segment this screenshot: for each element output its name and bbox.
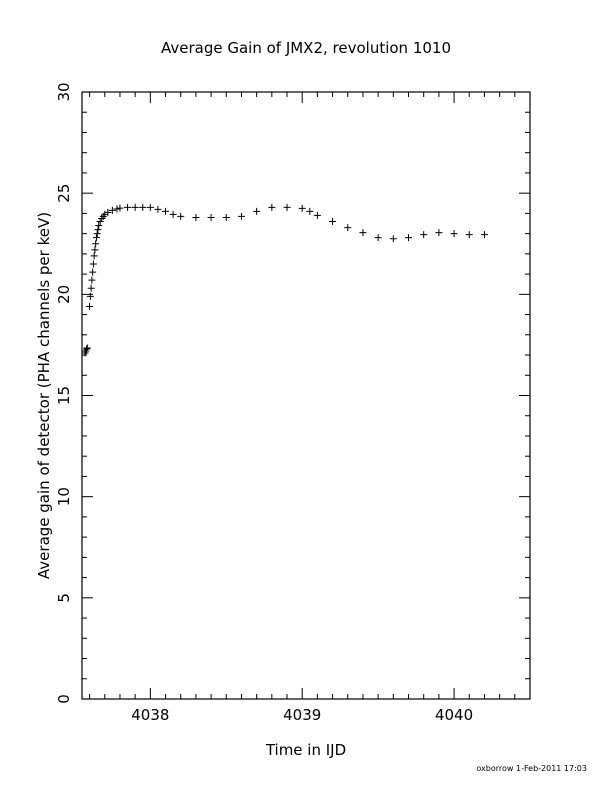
data-point — [92, 234, 100, 242]
data-point — [306, 207, 314, 215]
data-point — [113, 205, 121, 213]
y-tick-label: 0 — [55, 694, 73, 704]
data-point — [237, 212, 245, 220]
data-point — [131, 203, 139, 211]
data-point — [89, 260, 97, 268]
data-point — [420, 231, 428, 239]
x-tick-label: 4038 — [131, 706, 169, 724]
data-point — [108, 206, 116, 214]
data-point — [268, 203, 276, 211]
data-point — [480, 231, 488, 239]
x-tick-label: 4040 — [435, 706, 473, 724]
data-point — [465, 231, 473, 239]
data-point — [253, 207, 261, 215]
data-point — [95, 222, 103, 230]
y-tick-label: 5 — [55, 593, 73, 603]
footer-stamp: oxborrow 1-Feb-2011 17:03 — [476, 764, 587, 773]
data-point — [313, 211, 321, 219]
y-tick-label: 10 — [55, 487, 73, 506]
axis-ticks — [82, 91, 531, 700]
y-tick-label: 30 — [55, 82, 73, 101]
data-point — [169, 210, 177, 218]
data-point — [104, 208, 112, 216]
data-point — [116, 204, 124, 212]
data-point — [389, 235, 397, 243]
data-point — [405, 234, 413, 242]
y-tick-label: 15 — [55, 386, 73, 405]
data-point — [87, 284, 95, 292]
data-point — [359, 229, 367, 237]
data-point — [86, 302, 94, 310]
data-point — [88, 276, 96, 284]
data-point — [450, 230, 458, 238]
data-point — [124, 203, 132, 211]
data-point — [91, 246, 99, 254]
data-point — [192, 213, 200, 221]
x-axis-label: Time in IJD — [265, 741, 346, 759]
data-point — [329, 217, 337, 225]
data-point — [89, 268, 97, 276]
data-point — [222, 213, 230, 221]
x-tick-label: 4039 — [283, 706, 321, 724]
data-point — [374, 234, 382, 242]
data-point — [435, 229, 443, 237]
data-point — [86, 292, 94, 300]
data-points — [81, 203, 488, 357]
data-point — [283, 203, 291, 211]
data-point — [83, 345, 91, 353]
data-point — [344, 224, 352, 232]
data-point — [298, 204, 306, 212]
data-point — [92, 240, 100, 248]
data-point — [146, 203, 154, 211]
chart-title: Average Gain of JMX2, revolution 1010 — [161, 39, 451, 57]
y-tick-label: 20 — [55, 285, 73, 304]
data-point — [96, 217, 104, 225]
data-point — [177, 212, 185, 220]
data-point — [207, 213, 215, 221]
y-tick-label: 25 — [55, 184, 73, 203]
data-point — [93, 230, 101, 238]
data-point — [154, 205, 162, 213]
data-point — [139, 203, 147, 211]
tick-labels: 0 5 10 15 20 25 30 4038 4039 4040 — [55, 82, 473, 724]
y-axis-label: Average gain of detector (PHA channels p… — [35, 212, 53, 579]
data-point — [162, 207, 170, 215]
data-point — [90, 252, 98, 260]
plot-frame — [81, 91, 531, 700]
data-point — [94, 226, 102, 234]
data-point — [83, 344, 91, 352]
